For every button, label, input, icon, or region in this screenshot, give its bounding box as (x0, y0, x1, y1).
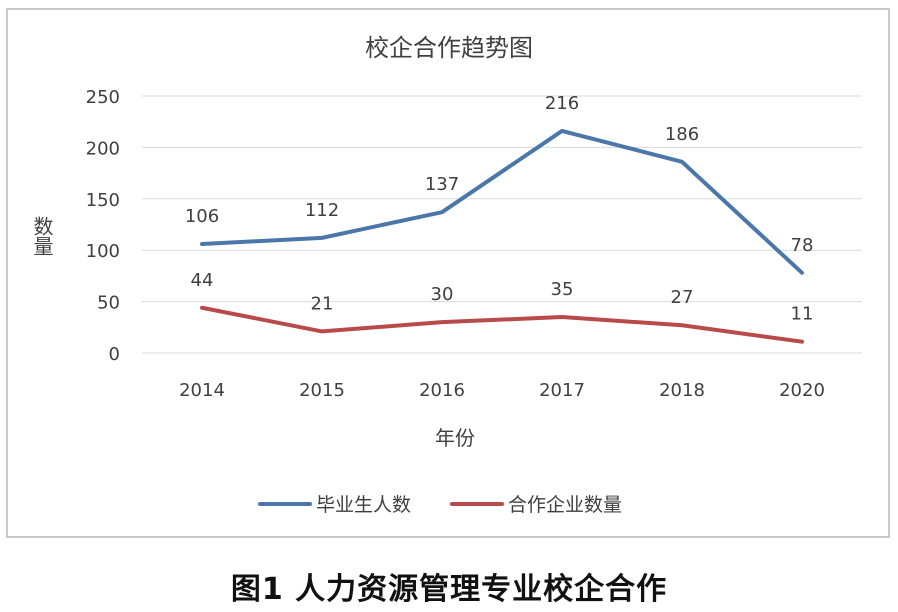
data-label: 44 (191, 270, 214, 291)
legend: 毕业生人数 合作企业数量 (258, 494, 622, 516)
data-label: 35 (551, 279, 574, 300)
data-label: 112 (305, 200, 339, 221)
data-label: 27 (671, 287, 694, 308)
legend-label: 合作企业数量 (508, 494, 622, 516)
y-axis-label: 数量 (30, 216, 54, 256)
data-label: 106 (185, 206, 219, 227)
chart-title: 校企合作趋势图 (365, 34, 533, 62)
data-label: 30 (431, 284, 454, 305)
x-tick-label: 2018 (659, 380, 705, 401)
series-line-1 (200, 128, 804, 275)
data-label: 21 (311, 293, 334, 314)
line-chart: 校企合作趋势图 0 50 100 150 200 250 2014 2015 2016 2017… (30, 34, 862, 516)
y-tick-label: 250 (86, 87, 120, 108)
data-label: 78 (791, 235, 814, 256)
data-label: 137 (425, 174, 459, 195)
y-tick-label: 50 (97, 293, 120, 314)
x-tick-label: 2020 (779, 380, 825, 401)
x-tick-label: 2016 (419, 380, 465, 401)
data-label: 216 (545, 93, 579, 114)
data-label: 186 (665, 124, 699, 145)
legend-label: 毕业生人数 (316, 494, 411, 516)
figure-caption: 图1 人力资源管理专业校企合作 (230, 572, 668, 607)
x-tick-label: 2017 (539, 380, 585, 401)
series-line-2 (200, 305, 804, 344)
y-tick-label: 150 (86, 190, 120, 211)
y-tick-label: 200 (86, 138, 120, 159)
data-label: 11 (791, 304, 814, 325)
x-tick-label: 2014 (179, 380, 225, 401)
x-axis-label: 年份 (435, 426, 475, 450)
y-tick-label: 0 (109, 344, 120, 365)
y-tick-label: 100 (86, 241, 120, 262)
x-tick-label: 2015 (299, 380, 345, 401)
